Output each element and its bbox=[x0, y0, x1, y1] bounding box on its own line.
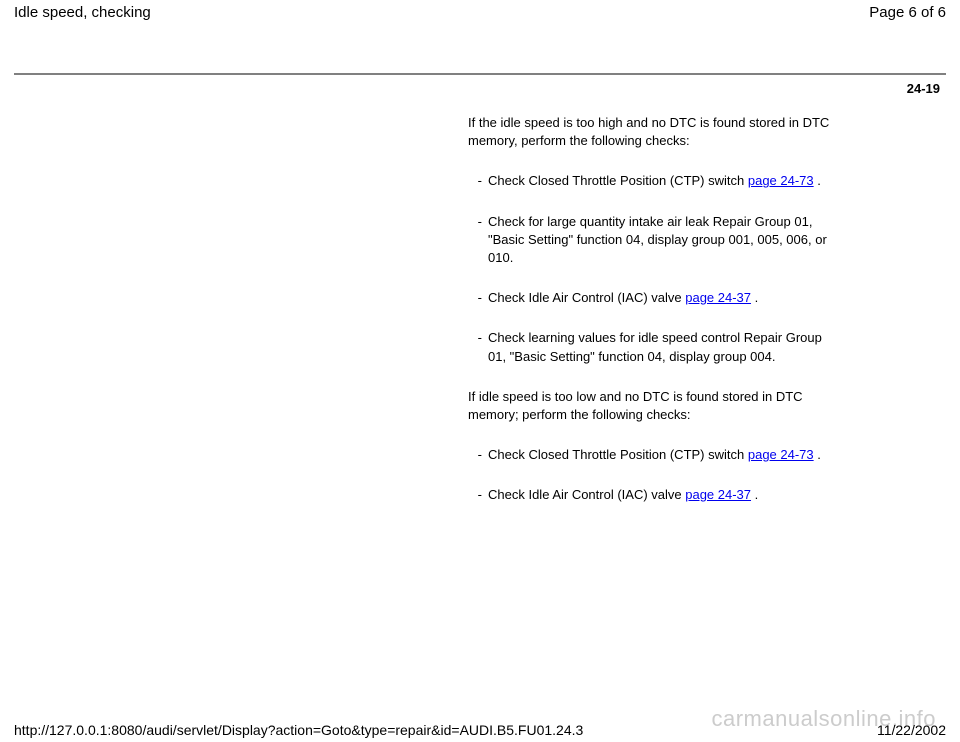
bullet-dash: - bbox=[460, 213, 488, 268]
list-item: - Check for large quantity intake air le… bbox=[460, 213, 840, 268]
paragraph-idle-low: If idle speed is too low and no DTC is f… bbox=[460, 388, 840, 424]
footer-url: http://127.0.0.1:8080/audi/servlet/Displ… bbox=[14, 722, 583, 738]
list-item-body: Check Closed Throttle Position (CTP) swi… bbox=[488, 172, 840, 190]
list-item: - Check Closed Throttle Position (CTP) s… bbox=[460, 446, 840, 464]
list-item-body: Check learning values for idle speed con… bbox=[488, 329, 840, 365]
bullet-dash: - bbox=[460, 172, 488, 190]
bullet-dash: - bbox=[460, 289, 488, 307]
list-text: Check Idle Air Control (IAC) valve bbox=[488, 487, 685, 502]
footer-date: 11/22/2002 bbox=[877, 722, 946, 738]
bullet-dash: - bbox=[460, 446, 488, 464]
list-text: Check Idle Air Control (IAC) valve bbox=[488, 290, 685, 305]
bullet-dash: - bbox=[460, 486, 488, 504]
paragraph-idle-high: If the idle speed is too high and no DTC… bbox=[460, 114, 840, 150]
list-text-post: . bbox=[814, 173, 821, 188]
page-link[interactable]: page 24-37 bbox=[685, 487, 751, 502]
page-link[interactable]: page 24-73 bbox=[748, 173, 814, 188]
list-text: Check Closed Throttle Position (CTP) swi… bbox=[488, 173, 748, 188]
list-item: - Check Idle Air Control (IAC) valve pag… bbox=[460, 289, 840, 307]
list-item: - Check Closed Throttle Position (CTP) s… bbox=[460, 172, 840, 190]
list-item: - Check learning values for idle speed c… bbox=[460, 329, 840, 365]
page-header: Idle speed, checking Page 6 of 6 bbox=[0, 0, 960, 23]
list-item: - Check Idle Air Control (IAC) valve pag… bbox=[460, 486, 840, 504]
header-title: Idle speed, checking bbox=[14, 4, 151, 21]
list-text-post: . bbox=[814, 447, 821, 462]
page-link[interactable]: page 24-37 bbox=[685, 290, 751, 305]
list-item-body: Check Idle Air Control (IAC) valve page … bbox=[488, 289, 840, 307]
bullet-dash: - bbox=[460, 329, 488, 365]
list-item-body: Check for large quantity intake air leak… bbox=[488, 213, 840, 268]
section-number: 24-19 bbox=[0, 75, 960, 96]
page-link[interactable]: page 24-73 bbox=[748, 447, 814, 462]
list-text: Check Closed Throttle Position (CTP) swi… bbox=[488, 447, 748, 462]
list-text-post: . bbox=[751, 487, 758, 502]
page-footer: http://127.0.0.1:8080/audi/servlet/Displ… bbox=[0, 722, 960, 738]
list-text-post: . bbox=[751, 290, 758, 305]
list-item-body: Check Idle Air Control (IAC) valve page … bbox=[488, 486, 840, 504]
content-column: If the idle speed is too high and no DTC… bbox=[460, 114, 840, 504]
list-item-body: Check Closed Throttle Position (CTP) swi… bbox=[488, 446, 840, 464]
header-page-indicator: Page 6 of 6 bbox=[869, 4, 946, 21]
